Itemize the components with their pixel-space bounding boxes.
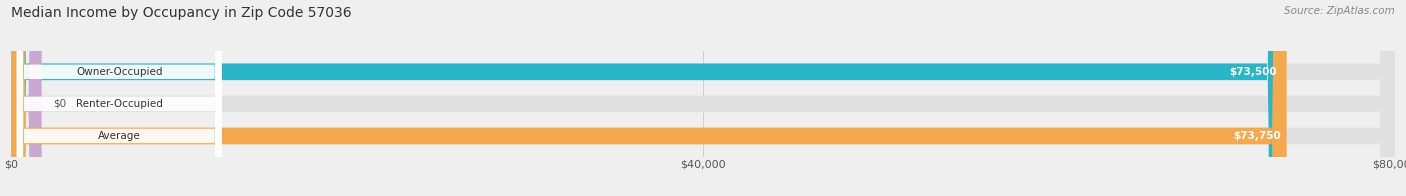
Text: Renter-Occupied: Renter-Occupied bbox=[76, 99, 163, 109]
Text: Source: ZipAtlas.com: Source: ZipAtlas.com bbox=[1284, 6, 1395, 16]
Text: $73,500: $73,500 bbox=[1229, 67, 1277, 77]
Text: Median Income by Occupancy in Zip Code 57036: Median Income by Occupancy in Zip Code 5… bbox=[11, 6, 352, 20]
FancyBboxPatch shape bbox=[11, 0, 42, 196]
Text: Average: Average bbox=[98, 131, 141, 141]
Text: $73,750: $73,750 bbox=[1233, 131, 1281, 141]
Text: Owner-Occupied: Owner-Occupied bbox=[76, 67, 163, 77]
FancyBboxPatch shape bbox=[11, 0, 1282, 196]
FancyBboxPatch shape bbox=[11, 0, 1395, 196]
FancyBboxPatch shape bbox=[17, 0, 222, 196]
FancyBboxPatch shape bbox=[17, 0, 222, 196]
FancyBboxPatch shape bbox=[11, 0, 1286, 196]
FancyBboxPatch shape bbox=[11, 0, 1395, 196]
Text: $0: $0 bbox=[53, 99, 66, 109]
FancyBboxPatch shape bbox=[17, 0, 222, 196]
FancyBboxPatch shape bbox=[11, 0, 1395, 196]
